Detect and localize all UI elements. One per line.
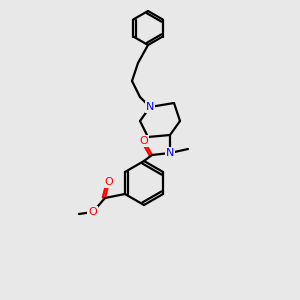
Text: N: N <box>166 148 174 158</box>
Text: O: O <box>88 207 97 217</box>
Text: N: N <box>146 102 154 112</box>
Text: O: O <box>105 177 113 187</box>
Text: O: O <box>140 136 148 146</box>
